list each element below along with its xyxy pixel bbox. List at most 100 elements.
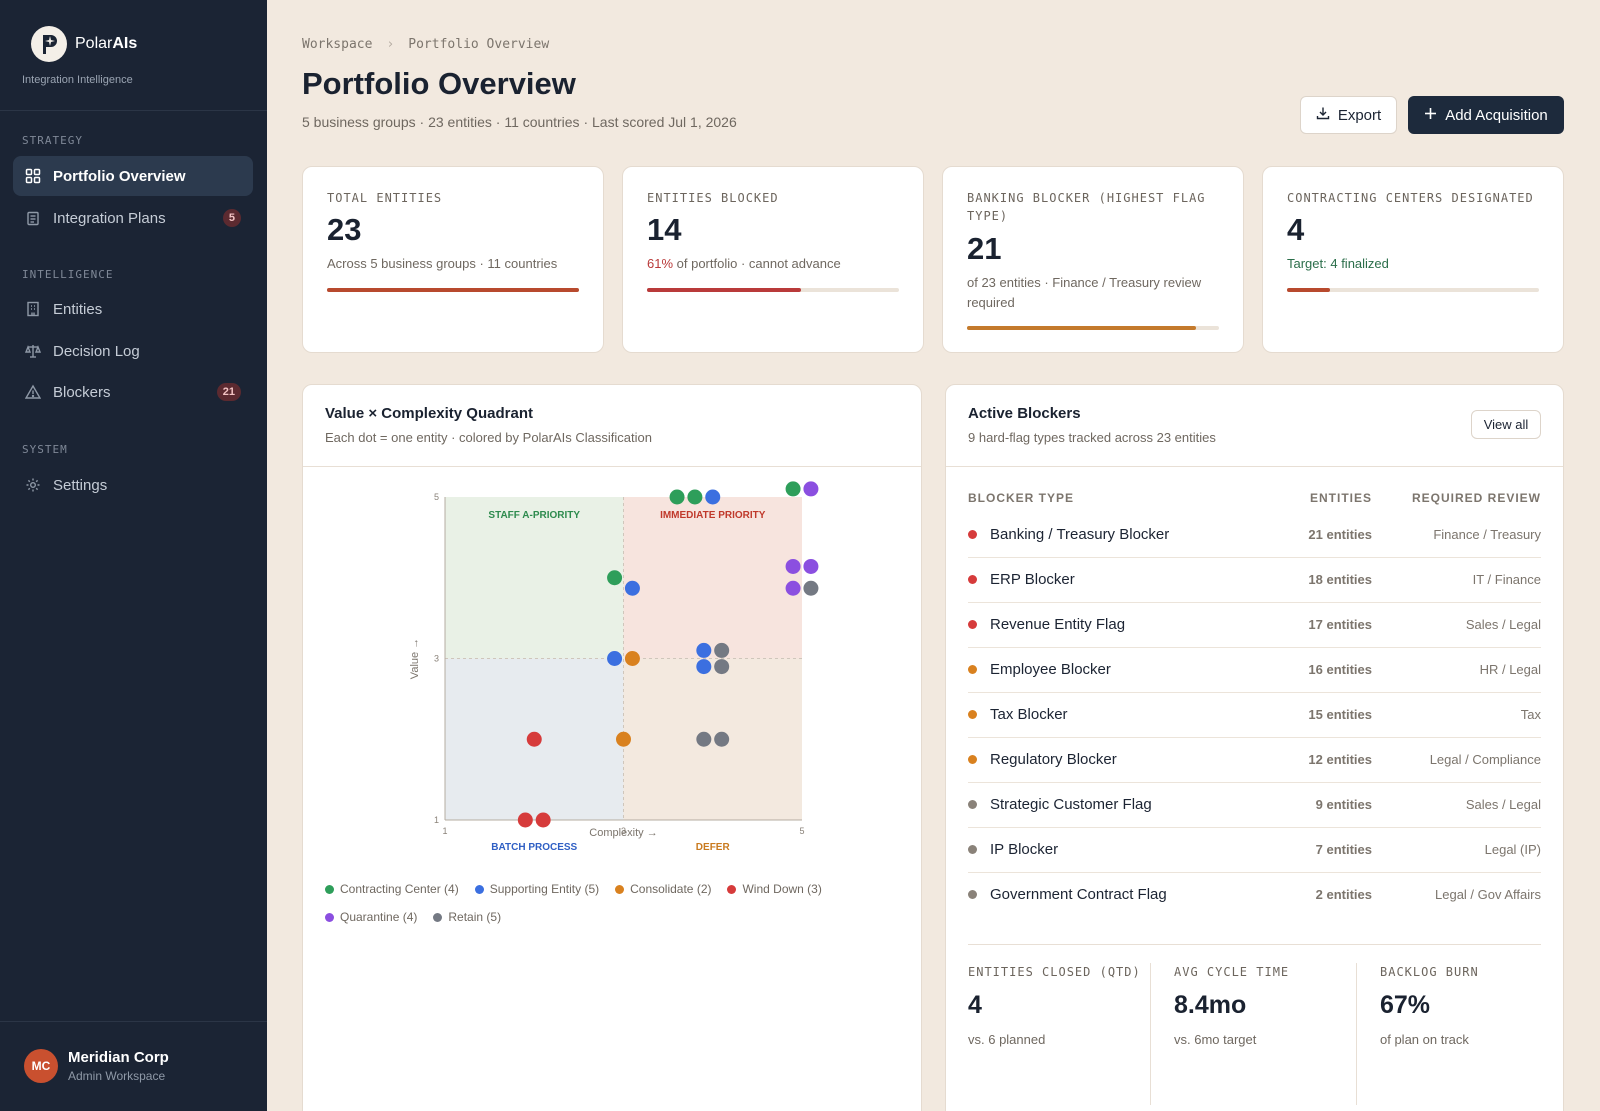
kpi-value: 8.4mo [1174,991,1247,1019]
entity-dot [624,651,640,666]
blocker-count: 18 entities [1308,572,1372,587]
entity-dot [526,731,542,747]
blocker-count: 7 entities [1315,842,1372,857]
entity-dot [785,481,801,497]
stat-label: ENTITIES BLOCKED [647,191,779,205]
y-tick-label: 5 [434,492,439,502]
blockers-badge: 21 [216,383,241,401]
stat-progress-bar [647,288,899,292]
blocker-count: 17 entities [1308,617,1372,632]
stat-progress-fill [967,326,1197,330]
blocker-review: Finance / Treasury [1433,527,1541,542]
user-role: Admin Workspace [68,1069,166,1083]
kpi-separator [1150,963,1151,1105]
column-header-required-review: REQUIRED REVIEW [1411,491,1541,505]
blocker-name: Employee Blocker [990,661,1111,678]
stat-value: 21 [967,231,1002,266]
clipboard-icon [25,210,41,226]
blocker-row[interactable]: IP Blocker 7 entities Legal (IP) [968,828,1541,873]
x-tick-label: 1 [442,826,447,836]
status-dot [968,530,977,539]
sidebar-divider [0,110,267,111]
kpi-entities-closed: ENTITIES CLOSED (QTD) 4 vs. 6 planned [968,963,1148,1095]
blocker-row[interactable]: ERP Blocker 18 entities IT / Finance [968,558,1541,603]
entity-dot [616,731,631,747]
stat-desc-highlight: 61% [647,256,674,271]
kpi-avg-cycle-time: AVG CYCLE TIME 8.4mo vs. 6mo target [1174,963,1354,1095]
stat-card-entities-blocked: ENTITIES BLOCKED 14 61% of portfolio · c… [622,166,924,353]
entity-dot [785,558,801,574]
sidebar-item-settings[interactable]: Settings [13,465,253,505]
export-button[interactable]: Export [1300,96,1397,134]
blocker-row[interactable]: Regulatory Blocker 12 entities Legal / Com… [968,738,1541,783]
scale-icon [25,343,41,359]
sidebar-item-portfolio-overview[interactable]: Portfolio Overview [13,156,253,196]
blocker-count: 2 entities [1315,887,1372,902]
kpi-desc: vs. 6mo target [1174,1032,1257,1047]
view-all-button[interactable]: View all [1471,410,1541,439]
entity-dot [687,489,703,505]
user-profile[interactable]: MC Meridian Corp Admin Workspace [24,1049,169,1083]
quadrant-subtitle: Each dot = one entity · colored by Polar… [325,430,652,445]
stat-label: BANKING BLOCKER (HIGHEST FLAG TYPE) [967,191,1206,223]
kpi-backlog-burn: BACKLOG BURN 67% of plan on track [1380,963,1540,1095]
legend-label: Contracting Center (4) [340,882,459,896]
status-dot [968,845,977,854]
stat-progress-bar [1287,288,1539,292]
blocker-review: Tax [1520,707,1541,722]
quadrant-label-defer: DEFER [696,842,731,853]
blocker-row[interactable]: Revenue Entity Flag 17 entities Sales / Le… [968,603,1541,648]
stat-card-banking-blocker: BANKING BLOCKER (HIGHEST FLAG TYPE) 21 o… [942,166,1244,353]
kpi-label: BACKLOG BURN [1380,965,1479,979]
kpi-value: 67% [1380,991,1431,1019]
blocker-row[interactable]: Tax Blocker 15 entities Tax [968,693,1541,738]
blocker-name: Tax Blocker [990,706,1068,723]
status-dot [968,800,977,809]
sidebar-footer-divider [0,1021,267,1022]
blocker-review: Legal (IP) [1484,842,1541,857]
blocker-name: Government Contract Flag [990,886,1167,903]
quadrant-label-staff-a-priority: STAFF A-PRIORITY [488,510,580,521]
sidebar-item-label: Settings [53,476,108,494]
status-dot [968,575,977,584]
blocker-row[interactable]: Banking / Treasury Blocker 21 entities Fin… [968,513,1541,558]
sidebar-item-decision-log[interactable]: Decision Log [13,331,253,371]
blocker-row[interactable]: Government Contract Flag 2 entities Legal … [968,873,1541,918]
entity-dot [803,481,819,497]
integration-plans-badge: 5 [222,209,241,227]
blockers-title: Active Blockers [968,405,1081,422]
entity-dot [624,580,640,596]
blocker-row[interactable]: Employee Blocker 16 entities HR / Legal [968,648,1541,693]
blockers-subtitle: 9 hard-flag types tracked across 23 enti… [968,430,1216,445]
polarais-logo [31,26,67,62]
status-dot [968,665,977,674]
sidebar-item-integration-plans[interactable]: Integration Plans 5 [13,198,253,238]
legend-item: Retain (5) [433,909,501,925]
stat-desc: 61% of portfolio · cannot advance [647,254,899,274]
stat-desc-text: of portfolio · cannot advance [673,256,841,271]
y-axis-label: Value → [409,638,421,679]
legend-item: Quarantine (4) [325,909,417,925]
brand[interactable]: PolarAIs [31,26,137,62]
stat-progress-fill [647,288,801,292]
add-acquisition-button[interactable]: Add Acquisition [1408,96,1564,134]
entity-dot [714,731,730,747]
brand-name: PolarAIs [75,35,138,52]
sidebar-item-blockers[interactable]: Blockers 21 [13,372,253,412]
legend-swatch [615,884,625,894]
quadrant-title: Value × Complexity Quadrant [325,405,533,422]
sidebar-item-entities[interactable]: Entities [13,289,253,329]
stat-desc: Target: 4 finalized [1287,256,1389,271]
plus-icon [1424,107,1437,124]
sidebar-item-label: Portfolio Overview [53,167,186,185]
status-dot [968,620,977,629]
breadcrumb-workspace[interactable]: Workspace [302,37,373,52]
legend-label: Supporting Entity (5) [489,882,600,896]
stat-value: 4 [1287,212,1305,247]
stat-card-contracting-centers: CONTRACTING CENTERS DESIGNATED 4 Target:… [1262,166,1564,353]
blocker-row[interactable]: Strategic Customer Flag 9 entities Sales /… [968,783,1541,828]
quadrant-bg-top-right [623,497,802,659]
kpi-value: 4 [968,991,982,1019]
section-label-strategy: STRATEGY [22,134,83,147]
kpi-separator [1356,963,1357,1105]
